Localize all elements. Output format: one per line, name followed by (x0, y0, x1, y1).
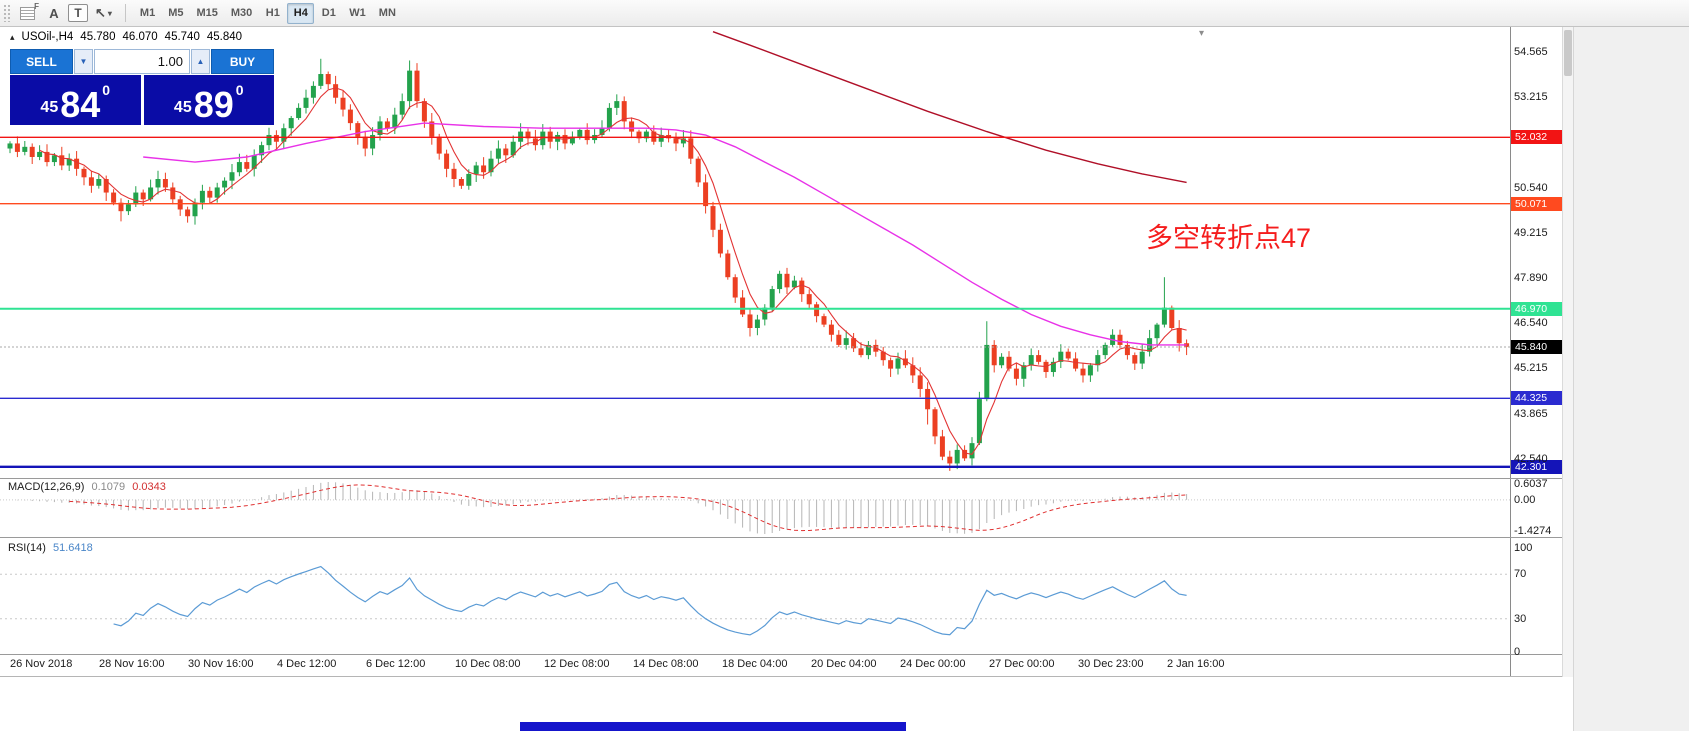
chevron-down-icon: ▾ (107, 8, 112, 18)
rsi-indicator-label: RSI(14) 51.6418 (8, 542, 93, 554)
macd-indicator-label: MACD(12,26,9) 0.1079 0.0343 (8, 481, 166, 493)
tf-button-m15[interactable]: M15 (190, 3, 223, 24)
cursor-tool-icon[interactable]: ↖ ▾ (90, 2, 117, 24)
sell-price-display[interactable]: 45 84 0 (10, 75, 141, 125)
timeframe-toolbar: M1 M5 M15 M30 H1 H4 D1 W1 MN (134, 2, 402, 24)
tf-button-mn[interactable]: MN (373, 3, 402, 24)
macd-signal-line (69, 484, 1187, 532)
toolbar-separator (124, 4, 126, 22)
chevron-down-icon: ▼ (79, 57, 88, 66)
macd-main-value: 0.1079 (91, 481, 126, 493)
hatch-glyph (20, 6, 35, 20)
macd-signal-value: 0.0343 (132, 481, 166, 493)
buy-price-point: 0 (235, 82, 244, 98)
bar-low: 45.740 (164, 31, 200, 43)
buy-price-pips: 89 (193, 84, 234, 126)
symbol-info: ▴ USOil-,H4 45.780 46.070 45.740 45.840 (10, 31, 242, 43)
rsi-line (113, 565, 1187, 636)
one-click-trading-panel: SELL ▼ ▲ BUY 45 84 0 45 89 0 (10, 49, 274, 125)
tf-button-m1[interactable]: M1 (134, 3, 161, 24)
text-label-tool-icon[interactable]: A (49, 5, 59, 21)
tf-button-h1[interactable]: H1 (259, 3, 286, 24)
scrollbar-thumb[interactable] (1564, 30, 1572, 76)
lot-increase-button[interactable]: ▲ (191, 49, 210, 74)
sell-price-pips: 84 (60, 84, 101, 126)
toolbar: F A T ↖ ▾ M1 M5 M15 M30 H1 H4 D1 W1 MN (0, 0, 1689, 27)
chevron-up-icon: ▲ (196, 57, 205, 66)
cursor-icon: ↖ (95, 5, 106, 20)
tf-button-h4[interactable]: H4 (287, 2, 315, 24)
buy-price-whole: 45 (173, 99, 192, 116)
tf-button-m30[interactable]: M30 (225, 3, 258, 24)
lot-size-input[interactable] (94, 49, 190, 74)
sell-price-point: 0 (102, 82, 111, 98)
buy-price-display[interactable]: 45 89 0 (143, 75, 274, 126)
icon-label-f: F (34, 2, 39, 11)
ma-medium-line (143, 122, 1187, 346)
right-filler-panel (1573, 27, 1689, 731)
scroll-marker-icon: ▾ (1199, 28, 1205, 39)
tf-button-d1[interactable]: D1 (315, 3, 342, 24)
vertical-scrollbar[interactable] (1562, 27, 1573, 677)
bar-close: 45.840 (206, 31, 243, 43)
sell-button[interactable]: SELL (10, 49, 73, 74)
lot-dropdown-button[interactable]: ▼ (74, 49, 93, 74)
bar-high: 46.070 (122, 31, 158, 43)
ma-fast-line (39, 87, 1187, 455)
tf-button-m5[interactable]: M5 (162, 3, 189, 24)
trend-line[interactable] (712, 31, 1187, 184)
bar-open: 45.780 (80, 31, 116, 43)
bottom-blue-bar (520, 722, 906, 731)
sell-price-whole: 45 (40, 99, 59, 116)
symbol-name: USOil-,H4 (21, 31, 74, 43)
rsi-name: RSI(14) (8, 542, 46, 554)
chart-annotation[interactable]: 多空转折点47 (1146, 223, 1312, 253)
symbol-marker-icon: ▴ (10, 31, 15, 42)
macd-name: MACD(12,26,9) (8, 481, 85, 493)
buy-button[interactable]: BUY (211, 49, 274, 74)
tf-button-w1[interactable]: W1 (343, 3, 372, 24)
rsi-value: 51.6418 (52, 542, 93, 554)
macd-histogram (16, 482, 1188, 534)
text-box-tool-icon[interactable]: T (68, 4, 88, 22)
toolbar-grip[interactable] (3, 4, 10, 22)
grid-icon[interactable]: F (15, 2, 40, 24)
